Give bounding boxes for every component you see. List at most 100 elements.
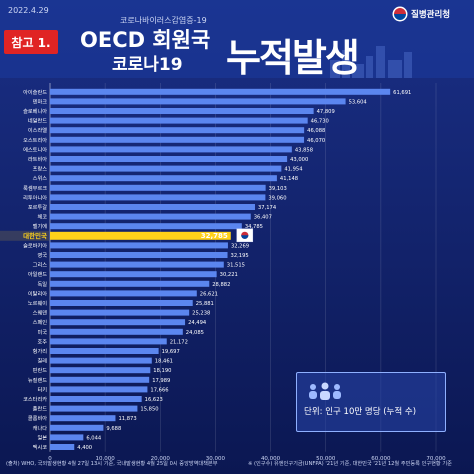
bar — [50, 376, 150, 383]
value-label: 32,195 — [231, 253, 249, 259]
taegeuk-logo-icon — [392, 6, 408, 22]
bar — [50, 108, 314, 114]
x-tick-label: 50,000 — [316, 456, 336, 462]
bar — [50, 223, 242, 230]
bar — [50, 424, 104, 431]
category-label: 리투아니아 — [23, 193, 47, 201]
bar — [50, 242, 228, 249]
bar — [50, 319, 186, 326]
value-label: 43,858 — [295, 147, 313, 153]
value-label: 24,494 — [188, 320, 207, 326]
value-label: 46,070 — [307, 138, 325, 144]
category-label: 프랑스 — [33, 166, 48, 173]
category-label: 칠레 — [37, 357, 47, 365]
value-label: 43,000 — [290, 157, 308, 163]
category-label: 핀란드 — [33, 366, 48, 374]
bar — [50, 348, 159, 354]
highlight-band — [0, 230, 49, 241]
category-label: 오스트리아 — [23, 136, 47, 144]
value-label: 32,269 — [231, 243, 249, 249]
date-label: 2022.4.29 — [8, 6, 49, 15]
category-label: 이탈리아 — [28, 289, 47, 297]
org-name: 질병관리청 — [411, 10, 451, 20]
category-label: 캐나다 — [33, 424, 48, 432]
page-subtitle: 코로나바이러스감염증-19 — [120, 16, 207, 25]
bar — [50, 444, 75, 450]
category-label: 스페인 — [33, 318, 48, 326]
category-label: 슬로바키아 — [23, 241, 47, 249]
bar — [50, 290, 197, 297]
bar — [50, 357, 152, 364]
category-label: 아일랜드 — [28, 270, 47, 278]
unit-label: 단위: 인구 10만 명당 (누적 수) — [304, 407, 417, 417]
category-label: 포르투갈 — [28, 203, 47, 211]
value-label: 21,172 — [170, 339, 188, 345]
org-logo: 질병관리청 — [392, 6, 450, 22]
value-label: 26,621 — [200, 291, 218, 297]
category-label: 슬로베니아 — [23, 107, 47, 115]
bar — [50, 367, 151, 374]
bar — [50, 309, 190, 316]
value-label: 19,697 — [162, 349, 180, 355]
bar — [50, 261, 224, 268]
footnote-population: ※ (인구수) 유엔인구기금(UNFPA) '21년 기준, 대한민국 '21년… — [248, 461, 452, 467]
category-label: 스위스 — [33, 174, 48, 182]
value-label: 46,088 — [307, 128, 325, 134]
bar — [50, 328, 183, 335]
category-label: 네덜란드 — [28, 117, 47, 125]
bar — [50, 213, 251, 220]
bar — [50, 204, 255, 210]
category-label: 뉴질랜드 — [28, 376, 47, 384]
category-label: 대한민국 — [23, 231, 47, 240]
bar — [50, 386, 148, 393]
unit-box — [296, 372, 446, 432]
category-label: 체코 — [37, 213, 47, 221]
value-label: 18,461 — [155, 359, 173, 365]
category-label: 독일 — [37, 280, 47, 288]
bar — [50, 300, 193, 306]
x-tick-label: 70,000 — [426, 456, 446, 462]
title-big: 누적발생 — [226, 36, 360, 80]
bar — [50, 146, 292, 153]
x-tick-label: 40,000 — [261, 456, 281, 462]
category-label: 폴란드 — [33, 406, 48, 413]
bar — [50, 271, 217, 278]
value-label: 17,989 — [152, 378, 170, 384]
category-label: 라트비아 — [28, 155, 47, 163]
x-tick-label: 0 — [48, 456, 52, 462]
bar — [50, 415, 116, 422]
bar — [50, 231, 231, 240]
category-label: 벨기에 — [33, 222, 48, 230]
reference-badge: 참고 1. — [4, 30, 58, 54]
title-line-1: OECD 회원국 — [80, 28, 211, 52]
value-label: 11,873 — [118, 416, 136, 422]
value-label: 6,044 — [86, 435, 102, 441]
bar — [50, 98, 346, 105]
bar — [50, 396, 142, 402]
category-label: 코스타리카 — [23, 395, 47, 403]
value-label: 39,103 — [269, 186, 287, 192]
value-label: 53,604 — [349, 99, 368, 105]
value-label: 18,190 — [153, 368, 171, 374]
bar — [50, 252, 228, 258]
value-label: 16,623 — [145, 397, 163, 403]
value-label: 25,881 — [196, 301, 214, 307]
bar — [50, 184, 266, 191]
category-label: 일본 — [37, 433, 47, 441]
category-label: 그리스 — [33, 261, 48, 269]
category-label: 룩셈부르크 — [23, 184, 47, 192]
value-label: 28,882 — [212, 282, 230, 288]
bar — [50, 156, 288, 162]
bar — [50, 338, 167, 345]
bar — [50, 434, 84, 441]
category-label: 노르웨이 — [28, 299, 47, 307]
value-label: 41,954 — [284, 167, 303, 173]
bar — [50, 127, 305, 134]
value-label: 30,221 — [220, 272, 238, 278]
footnote-source: (출처) WHO, 국외발생현황 4월 27일 13시 기준, 국내발생현황 4… — [6, 461, 218, 467]
category-label: 멕시코 — [33, 444, 48, 451]
category-label: 아이슬란드 — [23, 88, 47, 96]
category-label: 덴마크 — [33, 97, 48, 105]
